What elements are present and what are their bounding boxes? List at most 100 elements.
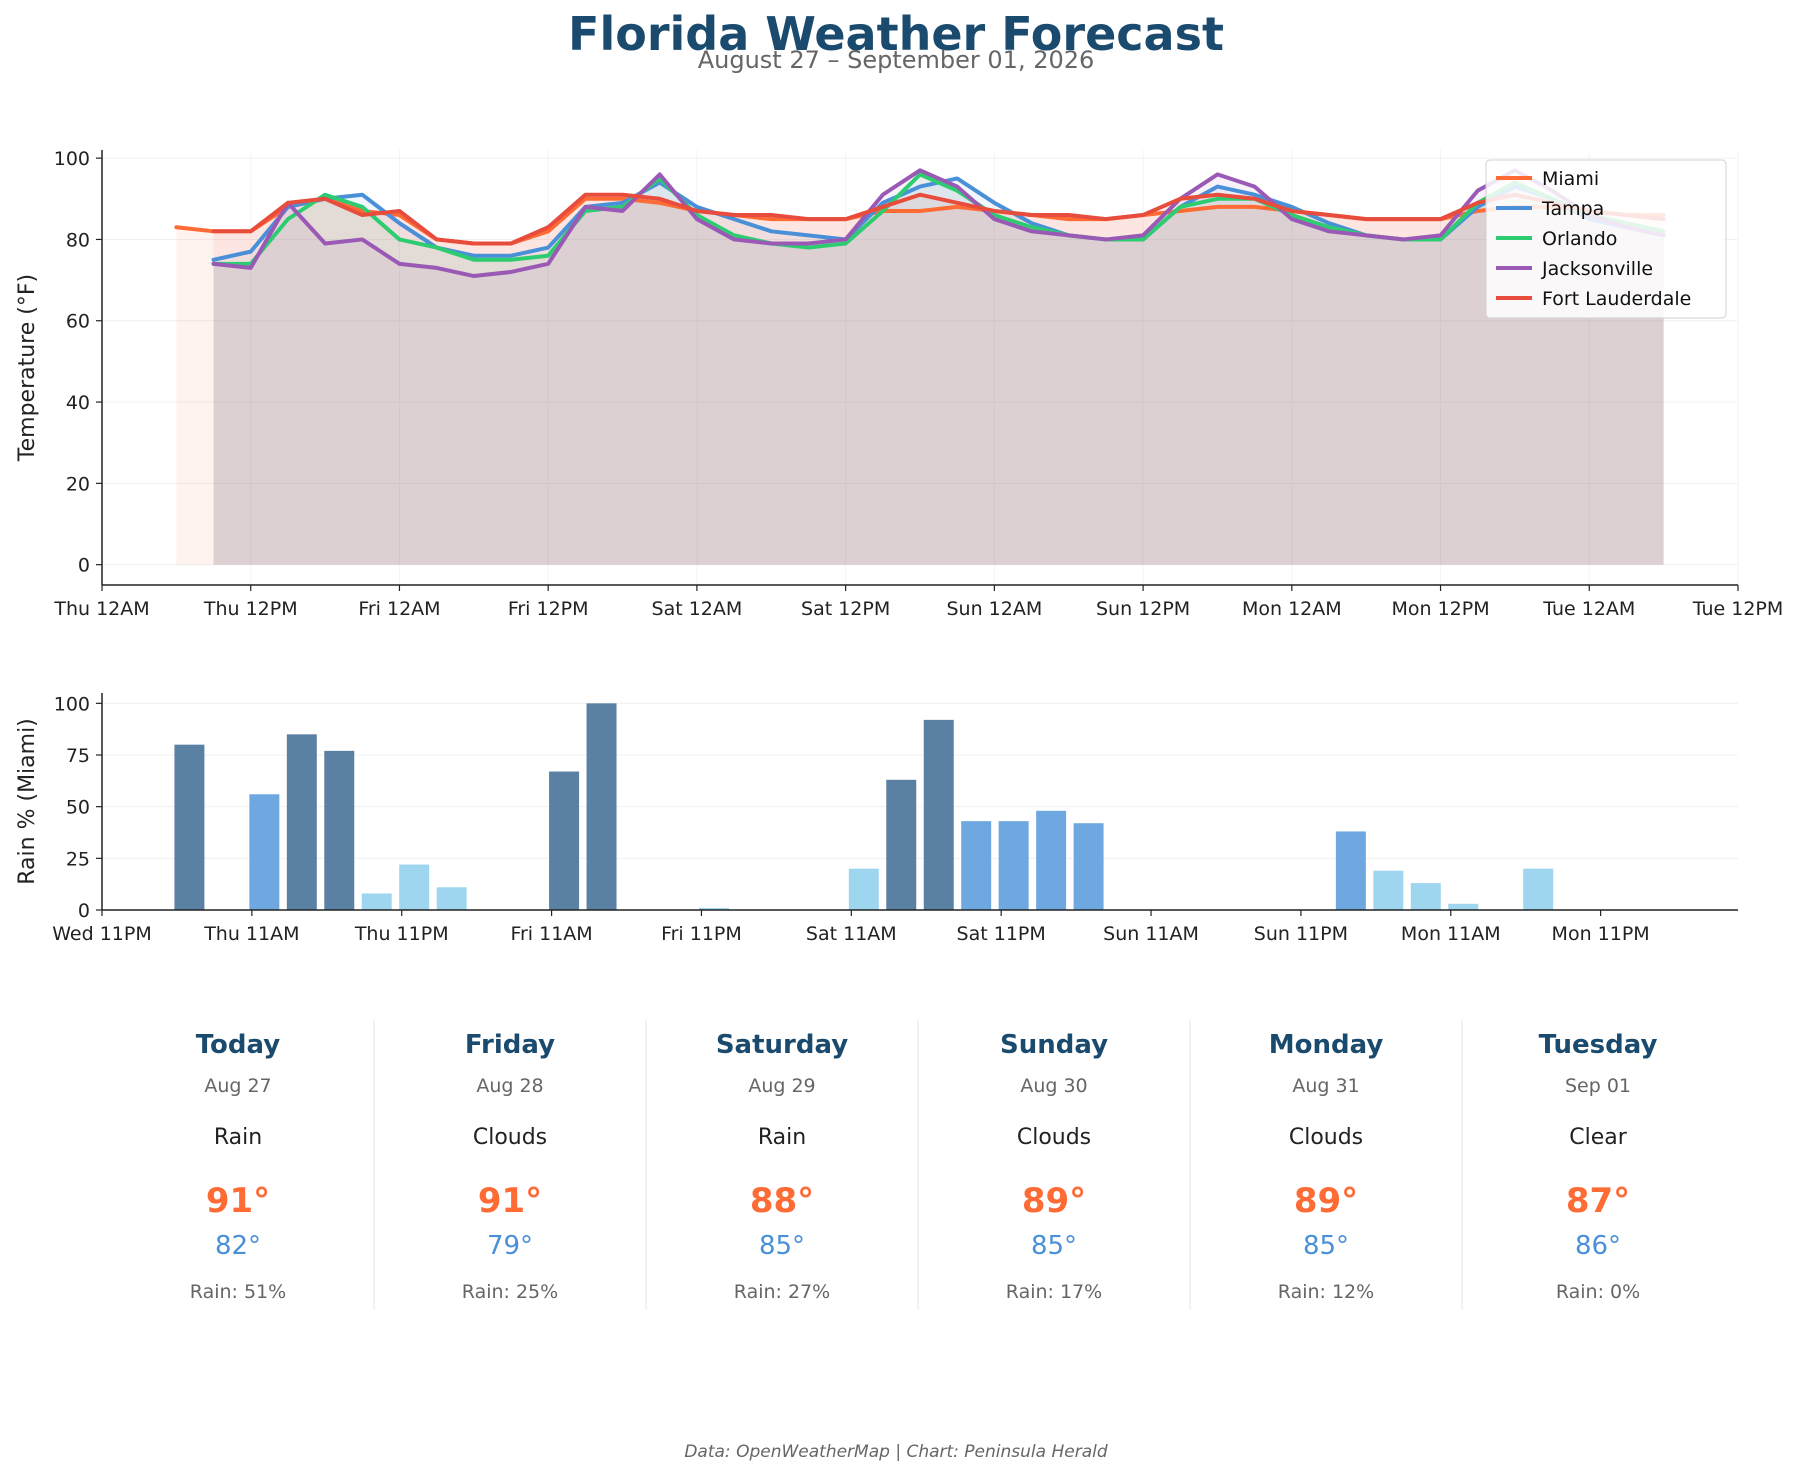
y-tick-label: 20 <box>66 473 90 495</box>
day-name: Monday <box>1269 1030 1384 1060</box>
fort-lauderdale-area <box>213 194 1664 565</box>
temperature-y-label: Temperature (°F) <box>15 274 40 462</box>
day-low-temp: 82° <box>215 1231 261 1261</box>
x-tick-label: Thu 12AM <box>53 598 149 620</box>
day-low-temp: 86° <box>1575 1231 1621 1261</box>
fort-lauderdale-line <box>211 192 1666 246</box>
day-condition: Rain <box>214 1125 262 1150</box>
day-date: Aug 30 <box>1020 1075 1087 1097</box>
rain-bar <box>1335 831 1366 910</box>
x-tick-label: Thu 11PM <box>354 923 449 945</box>
rain-bar <box>1373 870 1404 910</box>
x-tick-label: Fri 12PM <box>508 598 589 620</box>
legend-label: Fort Lauderdale <box>1542 288 1691 310</box>
temperature-panel: 0 20 40 60 80 100 Thu 12AM Thu 12PM Fri 12AM Fri … <box>15 148 1783 620</box>
jacksonville-area <box>213 170 1664 565</box>
rain-bar <box>249 794 280 910</box>
y-tick-label: 100 <box>54 148 90 170</box>
rain-bar <box>1036 810 1067 910</box>
y-tick-label: 25 <box>66 848 90 870</box>
legend-label: Miami <box>1542 168 1599 190</box>
daily-forecast: Today Aug 27 Rain 91° 82° Rain: 51% Friday Aug … <box>190 1020 1657 1310</box>
temperature-ticks: 0 20 40 60 80 100 Thu 12AM Thu 12PM Fri 12AM Fri … <box>53 148 1783 620</box>
rain-bar <box>1410 883 1441 910</box>
y-tick-label: 80 <box>66 229 90 251</box>
temperature-lines <box>174 168 1666 279</box>
y-tick-label: 75 <box>66 745 90 767</box>
x-tick-label: Mon 12AM <box>1242 598 1342 620</box>
temperature-fills <box>176 170 1664 565</box>
footer-credit: Data: OpenWeatherMap | Chart: Peninsula … <box>684 1442 1107 1462</box>
day-condition: Clouds <box>1017 1125 1091 1150</box>
rain-bar <box>436 887 467 910</box>
day-low-temp: 85° <box>1303 1231 1349 1261</box>
day-condition: Clouds <box>1289 1125 1363 1150</box>
rain-bar <box>361 893 392 910</box>
miami-area <box>176 198 1664 565</box>
day-rain-chance: Rain: 51% <box>190 1281 286 1303</box>
day-high-temp: 91° <box>478 1181 542 1221</box>
legend-label: Jacksonville <box>1541 258 1653 280</box>
rain-bar <box>586 703 617 910</box>
rain-bar <box>174 744 205 910</box>
rain-bar <box>961 821 992 910</box>
temperature-axes <box>101 150 1738 586</box>
rain-bar <box>923 719 954 910</box>
rain-bar <box>399 864 430 910</box>
day-high-temp: 89° <box>1294 1181 1358 1221</box>
x-tick-label: Tue 12PM <box>1692 598 1784 620</box>
rain-bar <box>1523 868 1554 910</box>
day-condition: Clouds <box>473 1125 547 1150</box>
x-tick-label: Sat 12AM <box>652 598 743 620</box>
day-card: Sunday Aug 30 Clouds 89° 85° Rain: 17% <box>917 1020 1108 1310</box>
x-tick-label: Sun 11PM <box>1254 923 1348 945</box>
x-tick-label: Thu 12PM <box>203 598 298 620</box>
x-tick-label: Fri 11AM <box>510 923 592 945</box>
y-tick-label: 50 <box>66 797 90 819</box>
day-card: Today Aug 27 Rain 91° 82° Rain: 51% <box>190 1030 286 1303</box>
jacksonville-line <box>211 168 1666 279</box>
rain-bar <box>286 734 317 910</box>
day-name: Saturday <box>716 1030 848 1060</box>
rain-bar <box>698 907 729 910</box>
day-rain-chance: Rain: 25% <box>462 1281 558 1303</box>
x-tick-label: Tue 12AM <box>1542 598 1635 620</box>
x-tick-label: Sun 11AM <box>1103 923 1199 945</box>
day-card: Saturday Aug 29 Rain 88° 85° Rain: 27% <box>645 1020 848 1310</box>
day-name: Friday <box>465 1030 555 1060</box>
legend: Miami Tampa Orlando Jacksonville Fort Lauder… <box>1485 159 1727 319</box>
orlando-area <box>213 174 1664 565</box>
x-tick-label: Sun 12PM <box>1096 598 1190 620</box>
x-tick-label: Sun 12AM <box>946 598 1042 620</box>
day-date: Sep 01 <box>1565 1075 1631 1097</box>
day-card: Tuesday Sep 01 Clear 87° 86° Rain: 0% <box>1461 1020 1657 1310</box>
rain-bar <box>1073 823 1104 910</box>
day-card: Monday Aug 31 Clouds 89° 85° Rain: 12% <box>1189 1020 1384 1310</box>
y-tick-label: 0 <box>78 900 90 922</box>
rain-bar <box>324 750 355 910</box>
legend-label: Orlando <box>1542 228 1617 250</box>
x-tick-label: Thu 11AM <box>203 923 299 945</box>
x-tick-label: Sat 11PM <box>957 923 1046 945</box>
day-high-temp: 89° <box>1022 1181 1086 1221</box>
x-tick-label: Sat 12PM <box>801 598 890 620</box>
day-rain-chance: Rain: 17% <box>1006 1281 1102 1303</box>
rain-ticks: 0 25 50 75 100 Wed 11PM Thu 11AM Thu 11PM Fri 11… <box>52 693 1649 945</box>
y-tick-label: 0 <box>78 555 90 577</box>
day-date: Aug 28 <box>476 1075 543 1097</box>
day-date: Aug 31 <box>1292 1075 1359 1097</box>
day-rain-chance: Rain: 27% <box>734 1281 830 1303</box>
chart-subtitle: August 27 – September 01, 2026 <box>698 46 1095 74</box>
day-condition: Clear <box>1569 1125 1627 1150</box>
y-tick-label: 40 <box>66 392 90 414</box>
x-tick-label: Fri 12AM <box>358 598 440 620</box>
day-card: Friday Aug 28 Clouds 91° 79° Rain: 25% <box>373 1020 558 1310</box>
rain-panel: 0 25 50 75 100 Wed 11PM Thu 11AM Thu 11PM Fri 11… <box>15 693 1738 945</box>
day-low-temp: 85° <box>1031 1231 1077 1261</box>
rain-bar <box>1448 903 1479 910</box>
day-rain-chance: Rain: 0% <box>1556 1281 1640 1303</box>
legend-box <box>1485 159 1727 319</box>
rain-bar <box>886 779 917 910</box>
day-name: Sunday <box>1000 1030 1108 1060</box>
